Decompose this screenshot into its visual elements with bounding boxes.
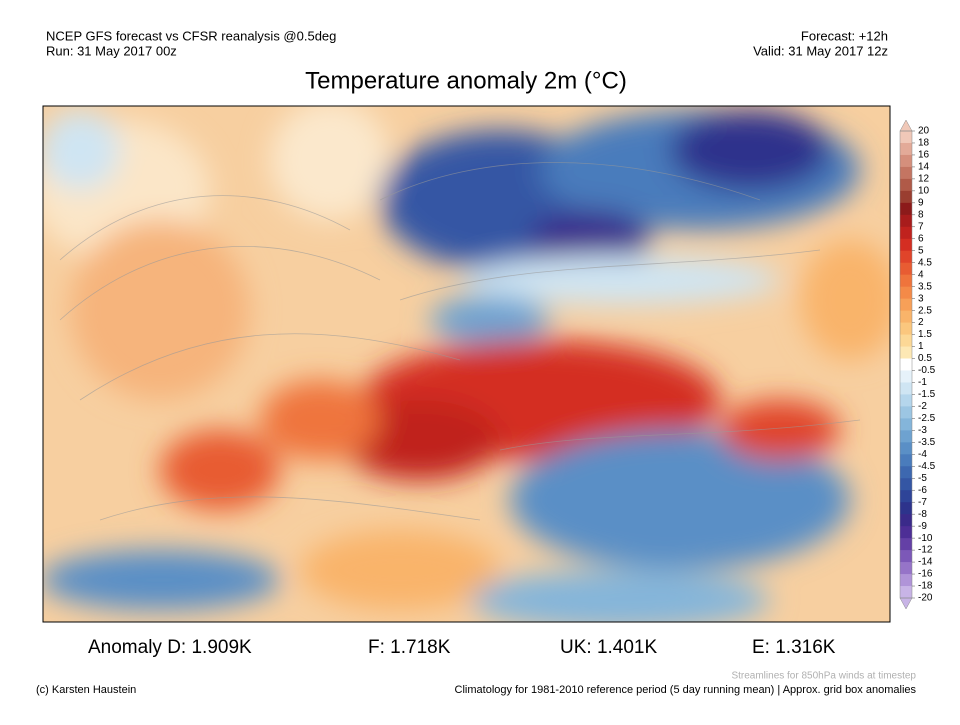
colorbar-swatch [900, 586, 912, 599]
colorbar-swatch [900, 334, 912, 348]
colorbar-swatch [900, 346, 912, 360]
colorbar-swatch [900, 131, 912, 144]
colorbar-label: -14 [918, 557, 933, 568]
colorbar-label: 12 [918, 174, 930, 185]
colorbar-label: 3 [918, 293, 924, 304]
colorbar-label: -4 [918, 449, 927, 460]
colorbar-label: -1 [918, 377, 927, 388]
colorbar-label: -18 [918, 581, 933, 592]
colorbar-label: 5 [918, 245, 924, 256]
colorbar-swatch [900, 574, 912, 587]
colorbar-label: -3 [918, 425, 927, 436]
footer-note: Climatology for 1981-2010 reference peri… [455, 684, 917, 696]
colorbar-label: -16 [918, 569, 933, 580]
colorbar-label: 9 [918, 197, 924, 208]
anomaly-stat: Anomaly D: 1.909K [88, 637, 252, 658]
map [43, 106, 890, 622]
footer-note: Streamlines for 850hPa winds at timestep [731, 671, 916, 682]
colorbar-swatch [900, 526, 912, 539]
colorbar-swatch [900, 550, 912, 563]
colorbar-label: 2 [918, 317, 924, 328]
colorbar-label: -2.5 [918, 413, 936, 424]
colorbar-swatch [900, 202, 912, 216]
colorbar-swatch [900, 394, 912, 407]
colorbar-swatch [900, 382, 912, 395]
colorbar-label: 10 [918, 186, 930, 197]
colorbar-label: -4.5 [918, 461, 936, 472]
colorbar-frame [899, 130, 913, 599]
colorbar-swatch [900, 502, 912, 515]
colorbar-label: 0.5 [918, 353, 932, 364]
colorbar-label: -3.5 [918, 437, 936, 448]
colorbar-swatch [900, 538, 912, 551]
colorbar-label: 1.5 [918, 329, 932, 340]
colorbar-swatch [900, 214, 912, 228]
colorbar-swatch [900, 166, 912, 180]
colorbar-swatch [900, 310, 912, 324]
title: Temperature anomaly 2m (°C) [305, 67, 627, 94]
colorbar-swatch [900, 490, 912, 503]
anomaly-stat: E: 1.316K [752, 637, 836, 658]
colorbar-swatch [900, 358, 912, 371]
colorbar-swatch [900, 286, 912, 300]
header-line: Valid: 31 May 2017 12z [753, 43, 888, 58]
colorbar-label: -9 [918, 521, 927, 532]
colorbar-swatch [900, 298, 912, 312]
header-line: Forecast: +12h [801, 28, 888, 43]
colorbar-swatch [900, 514, 912, 527]
colorbar-label: -2 [918, 401, 927, 412]
header-line: Run: 31 May 2017 00z [46, 43, 177, 58]
colorbar-label: 3.5 [918, 281, 932, 292]
colorbar-swatch [900, 226, 912, 240]
colorbar-label: 4 [918, 269, 924, 280]
colorbar-label: -12 [918, 545, 933, 556]
colorbar-swatch [900, 262, 912, 276]
colorbar-swatch [900, 178, 912, 192]
colorbar-arrow [899, 119, 913, 132]
colorbar-label: -8 [918, 509, 927, 520]
colorbar-label: -7 [918, 497, 927, 508]
colorbar-label: 1 [918, 341, 924, 352]
colorbar-label: -6 [918, 485, 927, 496]
colorbar-swatch [900, 142, 912, 156]
colorbar-swatch [900, 406, 912, 419]
colorbar-swatch [900, 442, 912, 455]
footer-credit: (c) Karsten Haustein [36, 684, 136, 696]
colorbar-swatch [900, 562, 912, 575]
header-line: NCEP GFS forecast vs CFSR reanalysis @0.… [46, 28, 336, 43]
colorbar-swatch [900, 430, 912, 443]
colorbar-swatch [900, 454, 912, 467]
colorbar-label: 4.5 [918, 257, 932, 268]
colorbar-swatch [900, 154, 912, 168]
colorbar-label: 2.5 [918, 305, 932, 316]
colorbar-swatch [900, 466, 912, 479]
colorbar-swatch [900, 274, 912, 288]
colorbar-label: 7 [918, 221, 924, 232]
colorbar-label: 14 [918, 162, 930, 173]
anomaly-stat: UK: 1.401K [560, 637, 657, 658]
colorbar-swatch [900, 190, 912, 204]
colorbar-label: -10 [918, 533, 933, 544]
map-frame [42, 105, 891, 623]
colorbar-label: 6 [918, 233, 924, 244]
colorbar-arrow [899, 597, 913, 610]
colorbar-label: 18 [918, 138, 930, 149]
colorbar-swatch [900, 322, 912, 336]
colorbar-label: 20 [918, 126, 930, 137]
colorbar-label: -1.5 [918, 389, 936, 400]
colorbar-label: 16 [918, 150, 930, 161]
colorbar-label: 8 [918, 209, 924, 220]
colorbar-swatch [900, 250, 912, 264]
colorbar-swatch [900, 238, 912, 252]
anomaly-stat: F: 1.718K [368, 637, 451, 658]
colorbar-label: -5 [918, 473, 927, 484]
colorbar-label: -0.5 [918, 365, 936, 376]
colorbar-swatch [900, 478, 912, 491]
colorbar-swatch [900, 370, 912, 383]
colorbar-label: -20 [918, 593, 933, 604]
colorbar-swatch [900, 418, 912, 431]
colorbar: 201816141210987654.543.532.521.510.5-0.5… [899, 119, 936, 610]
